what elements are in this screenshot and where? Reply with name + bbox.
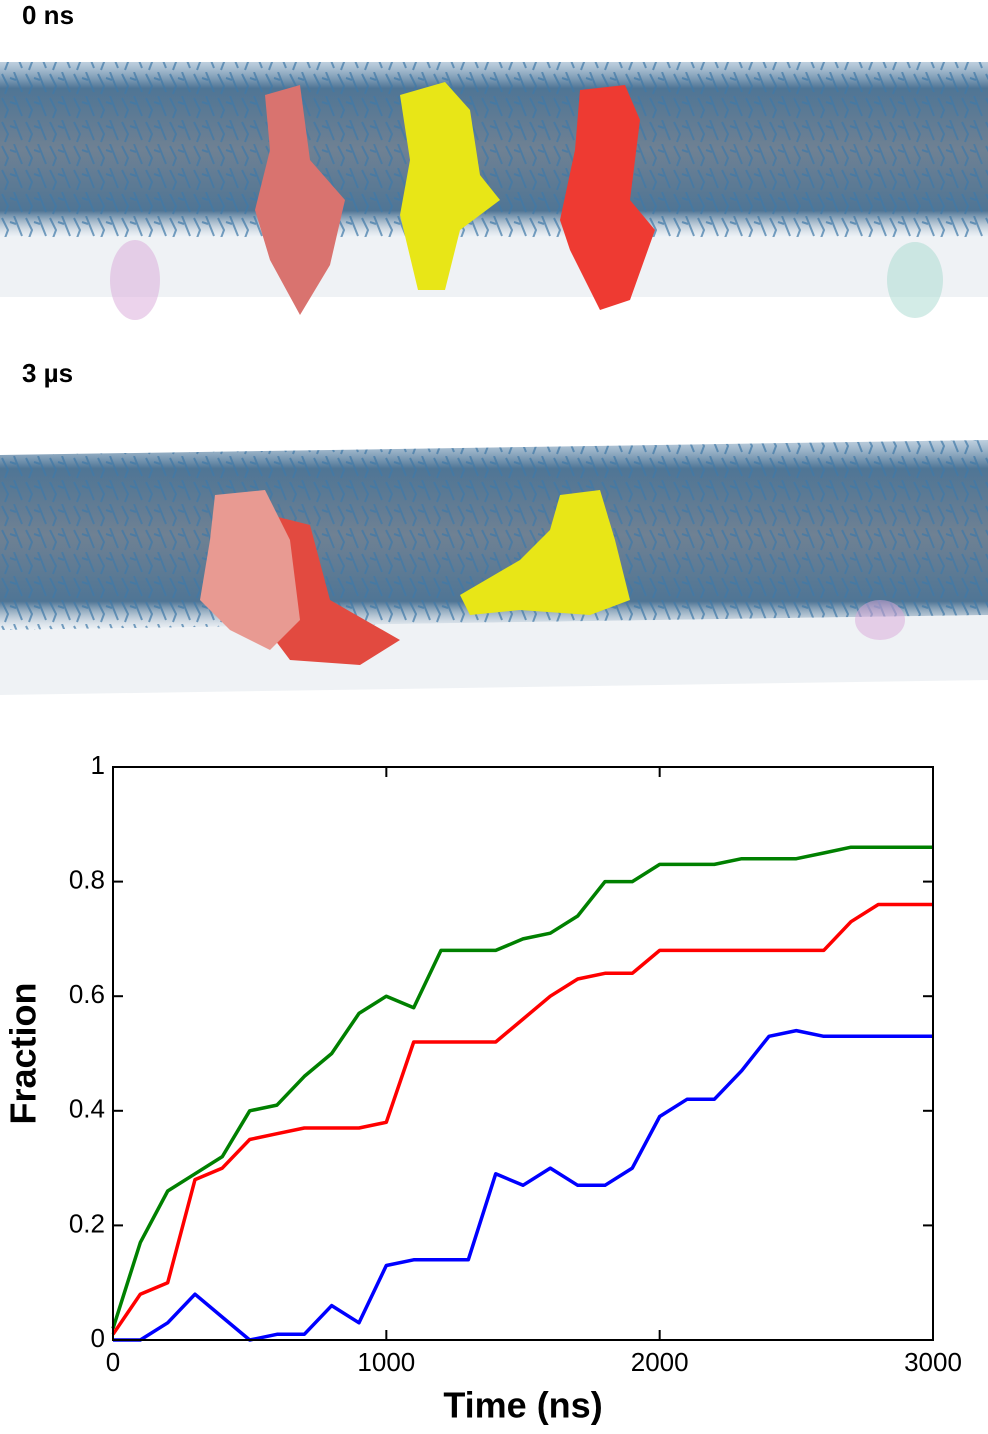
membrane-snapshot — [0, 62, 988, 320]
y-tick-label: 0 — [91, 1323, 105, 1353]
y-tick-label: 0.4 — [69, 1094, 105, 1124]
plot: 0 0.2 0.4 0.6 0.8 1 0 1000 2000 3000 Time (ns) Frac… — [3, 750, 962, 1426]
y-tick-label: 0.6 — [69, 979, 105, 1009]
y-tick-label: 0.2 — [69, 1208, 105, 1238]
x-tick-label: 3000 — [904, 1347, 962, 1377]
y-tick-label: 1 — [91, 750, 105, 780]
y-axis-label: Fraction — [3, 982, 44, 1124]
x-tick-label: 2000 — [631, 1347, 689, 1377]
data-line — [111, 902, 933, 1336]
data-line — [111, 845, 933, 1330]
panel-label: 3 µs — [22, 358, 73, 388]
x-tick-label: 0 — [106, 1347, 120, 1377]
panel-label: 0 ns — [22, 0, 74, 30]
data-line — [113, 1028, 933, 1342]
x-tick-label: 1000 — [357, 1347, 415, 1377]
x-axis-label: Time (ns) — [443, 1385, 602, 1426]
plot-frame — [112, 766, 934, 1341]
y-tick-label: 0.8 — [69, 864, 105, 894]
membrane-snapshot — [0, 440, 988, 695]
